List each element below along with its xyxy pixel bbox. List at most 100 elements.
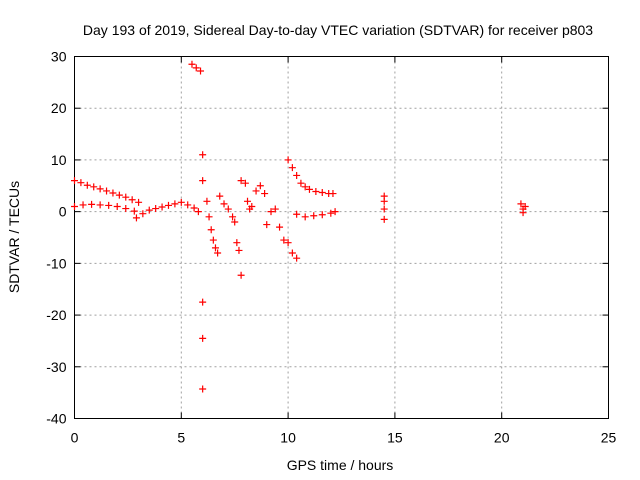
data-point [194,208,202,216]
data-point [267,208,275,216]
data-point [199,177,207,185]
data-point [271,205,279,213]
data-point [188,60,196,68]
y-tick-label: 30 [51,49,67,65]
data-point [199,385,207,393]
data-point [331,208,339,216]
data-point [293,210,301,218]
data-point [209,236,217,244]
y-tick-label: 10 [51,152,67,168]
data-point [145,206,153,214]
data-point [197,67,205,75]
data-point [113,202,121,210]
axis-ticks [74,56,609,419]
plot-frame [74,56,609,419]
data-point [199,298,207,306]
data-point [310,212,318,220]
data-point [103,187,111,195]
data-point [115,191,123,199]
data-point [199,334,207,342]
y-tick-label: 20 [51,100,67,116]
data-point [233,239,241,247]
data-point [207,226,215,234]
grid [74,56,609,419]
data-point [288,164,296,172]
data-points [71,60,529,393]
data-point [220,200,228,208]
data-point [77,179,85,187]
data-point [521,202,529,210]
data-point [380,215,388,223]
y-tick-label: -30 [46,359,66,375]
data-point [256,182,264,190]
data-point [305,185,313,193]
data-point [229,213,237,221]
data-point [318,211,326,219]
data-point [235,246,243,254]
data-point [132,214,140,222]
data-point [192,64,200,72]
data-point [293,254,301,262]
y-tick-label: -10 [46,255,66,271]
data-point [280,236,288,244]
data-point [327,209,335,217]
data-point [171,200,179,208]
data-point [288,249,296,257]
data-point [297,179,305,187]
y-axis-label: SDTVAR / TECUs [6,181,22,293]
data-point [276,223,284,231]
data-point [318,189,326,197]
data-point [312,187,320,195]
data-point [519,209,527,217]
data-point [211,244,219,252]
data-point [252,187,260,195]
data-point [216,192,224,200]
data-point [517,200,525,208]
data-point [158,203,166,211]
data-point [284,239,292,247]
chart-title: Day 193 of 2019, Sidereal Day-to-day VTE… [83,22,593,38]
data-point [244,197,252,205]
x-tick-label: 15 [387,430,403,446]
data-point [130,207,138,215]
data-point [152,205,160,213]
x-axis-label: GPS time / hours [287,457,394,473]
data-point [301,183,309,191]
x-tick-label: 20 [494,430,510,446]
data-point [203,197,211,205]
data-point [301,213,309,221]
data-point [214,249,222,257]
data-point [164,201,172,209]
data-point [224,205,232,213]
data-point [241,179,249,187]
data-point [329,190,337,198]
data-point [128,196,136,204]
data-point [184,201,192,209]
x-tick-label: 0 [71,430,79,446]
data-point [88,200,96,208]
data-point [139,210,147,218]
data-point [237,177,245,185]
data-point [380,205,388,213]
data-point [199,151,207,159]
data-point [122,205,130,213]
y-tick-label: -20 [46,307,66,323]
x-tick-label: 5 [177,430,185,446]
data-point [177,198,185,206]
data-point [284,156,292,164]
data-point [90,183,98,191]
data-point [71,202,78,210]
data-point [293,171,301,179]
data-point [380,197,388,205]
data-point [237,271,245,279]
data-point [71,177,78,185]
data-point [231,218,239,226]
data-point [96,185,104,193]
data-point [190,204,198,212]
data-point [105,201,113,209]
data-point [79,201,87,209]
data-point [263,221,271,229]
x-tick-label: 10 [280,430,296,446]
y-tick-label: 0 [59,204,67,220]
